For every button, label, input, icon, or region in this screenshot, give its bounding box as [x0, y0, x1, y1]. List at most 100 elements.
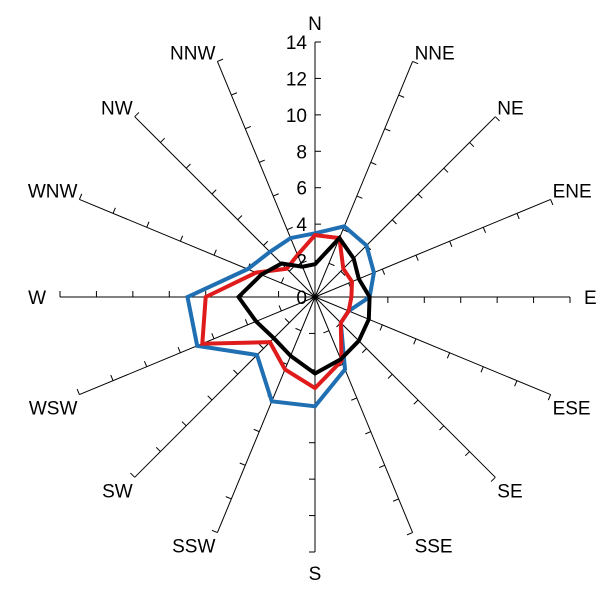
- direction-label-ene: ENE: [553, 181, 592, 202]
- tick-mark: [217, 58, 224, 62]
- tick-mark: [300, 260, 307, 264]
- radial-tick-label: 12: [286, 69, 307, 90]
- tick-mark: [494, 116, 500, 122]
- tick-mark: [143, 360, 148, 367]
- tick-mark: [286, 226, 293, 231]
- tick-mark: [253, 428, 260, 433]
- tick-mark: [356, 195, 363, 199]
- direction-label-w: W: [28, 288, 46, 309]
- radial-tick-label: 0: [296, 288, 307, 309]
- radial-tick-label: 8: [296, 142, 307, 163]
- tick-mark: [259, 159, 265, 163]
- tick-mark: [378, 464, 385, 469]
- tick-mark: [469, 142, 475, 148]
- tick-mark: [398, 94, 405, 98]
- spoke-sse: [314, 296, 414, 533]
- radial-tick-label: 6: [296, 179, 307, 200]
- radial-tick-label: 2: [296, 252, 307, 273]
- tick-mark: [211, 529, 218, 534]
- tick-mark: [280, 277, 285, 284]
- tick-mark: [295, 327, 302, 332]
- tick-mark: [547, 394, 552, 401]
- tick-mark: [179, 235, 184, 242]
- tick-mark: [284, 318, 290, 324]
- direction-label-ne: NE: [497, 99, 523, 120]
- tick-mark: [514, 380, 518, 387]
- tick-mark: [365, 431, 371, 435]
- tick-mark: [211, 189, 217, 195]
- tick-mark: [449, 241, 453, 247]
- tick-mark: [550, 199, 554, 206]
- tick-mark: [415, 254, 419, 261]
- tick-mark: [387, 373, 393, 379]
- series-layer: [185, 224, 376, 409]
- labels: 0 2 4 6 8 10 12 14N NNE NE ENE E ESE SE SSE S SSW SW WSW W W…: [28, 14, 597, 585]
- tick-mark: [134, 112, 140, 118]
- radial-tick-label: 4: [296, 215, 307, 236]
- tick-mark: [78, 193, 83, 200]
- tick-mark: [213, 249, 217, 256]
- tick-mark: [263, 240, 269, 246]
- direction-label-wnw: WNW: [28, 181, 78, 202]
- tick-mark: [245, 125, 252, 130]
- radial-tick-label: 10: [286, 106, 307, 127]
- tick-mark: [160, 137, 166, 143]
- tick-mark: [417, 193, 423, 199]
- tick-mark: [239, 462, 246, 466]
- tick-mark: [272, 193, 279, 197]
- direction-label-nnw: NNW: [170, 43, 215, 64]
- tick-mark: [490, 476, 496, 482]
- tick-mark: [412, 60, 419, 65]
- tick-mark: [211, 333, 215, 340]
- tick-mark: [328, 262, 335, 267]
- tick-mark: [130, 472, 136, 478]
- tick-mark: [237, 215, 243, 221]
- tick-mark: [392, 498, 399, 502]
- direction-label-ssw: SSW: [172, 537, 215, 558]
- axis-ticks: [59, 41, 571, 553]
- tick-mark: [340, 270, 346, 276]
- radial-tick-label: 14: [286, 33, 308, 54]
- tick-mark: [446, 352, 451, 359]
- tick-mark: [112, 207, 116, 214]
- tick-mark: [443, 167, 449, 173]
- tick-mark: [155, 446, 161, 452]
- tick-mark: [480, 366, 484, 373]
- spoke-ene: [314, 198, 551, 298]
- tick-mark: [413, 399, 419, 405]
- direction-label-sw: SW: [102, 481, 133, 502]
- spoke-ese: [314, 296, 551, 396]
- series-line-1: [185, 224, 376, 409]
- tick-mark: [244, 319, 249, 326]
- tick-mark: [351, 397, 358, 401]
- spoke-sw: [134, 296, 316, 478]
- tick-mark: [258, 343, 264, 349]
- direction-label-nw: NW: [101, 99, 133, 120]
- tick-mark: [381, 268, 386, 275]
- tick-mark: [413, 338, 417, 345]
- tick-mark: [185, 163, 191, 169]
- series-line-3: [235, 234, 372, 376]
- tick-mark: [177, 347, 181, 353]
- direction-label-sse: SSE: [415, 537, 453, 558]
- tick-mark: [225, 496, 232, 500]
- tick-mark: [516, 213, 520, 220]
- tick-mark: [181, 421, 187, 427]
- tick-mark: [482, 227, 487, 234]
- tick-mark: [288, 266, 294, 272]
- tick-mark: [207, 395, 213, 401]
- radial-axes: [60, 42, 570, 552]
- direction-label-n: N: [308, 14, 322, 35]
- tick-mark: [233, 369, 239, 375]
- direction-label-wsw: WSW: [29, 399, 78, 420]
- tick-mark: [370, 161, 377, 166]
- direction-label-ese: ESE: [553, 399, 591, 420]
- tick-mark: [391, 219, 397, 225]
- spoke-nne: [314, 61, 414, 298]
- tick-mark: [76, 388, 80, 395]
- tick-mark: [146, 221, 150, 228]
- tick-mark: [464, 451, 470, 457]
- tick-mark: [278, 305, 282, 312]
- direction-label-nne: NNE: [415, 43, 455, 64]
